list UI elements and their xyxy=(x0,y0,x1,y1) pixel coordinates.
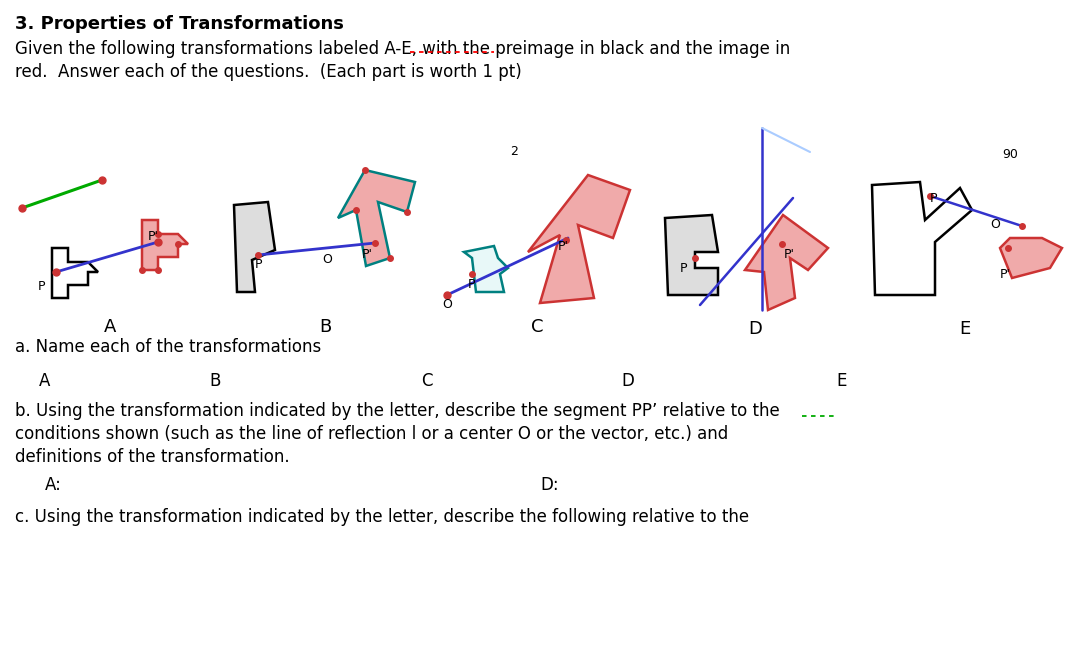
Text: P: P xyxy=(255,258,263,271)
Text: conditions shown (such as the line of reflection l or a center O or the vector, : conditions shown (such as the line of re… xyxy=(15,425,729,443)
Text: P': P' xyxy=(558,240,569,253)
Text: P': P' xyxy=(784,248,795,261)
Text: A:: A: xyxy=(45,476,62,494)
Polygon shape xyxy=(52,248,98,298)
Text: c. Using the transformation indicated by the letter, describe the following rela: c. Using the transformation indicated by… xyxy=(15,508,749,526)
Text: P': P' xyxy=(362,248,372,261)
Text: E: E xyxy=(837,372,847,390)
Text: P: P xyxy=(38,280,46,293)
Text: A: A xyxy=(39,372,51,390)
Text: 90: 90 xyxy=(1002,148,1018,161)
Text: Given the following transformations labeled A-E, with the preimage in black and : Given the following transformations labe… xyxy=(15,40,791,58)
Polygon shape xyxy=(338,170,415,266)
Text: B: B xyxy=(210,372,220,390)
Polygon shape xyxy=(464,246,508,292)
Text: P: P xyxy=(680,262,687,275)
Text: C: C xyxy=(531,318,543,336)
Polygon shape xyxy=(233,202,275,292)
Text: 3. Properties of Transformations: 3. Properties of Transformations xyxy=(15,15,344,33)
Text: P': P' xyxy=(1000,268,1011,281)
Polygon shape xyxy=(528,175,630,303)
Text: P': P' xyxy=(148,230,159,243)
Text: O: O xyxy=(990,218,1000,231)
Text: red.  Answer each of the questions.  (Each part is worth 1 pt): red. Answer each of the questions. (Each… xyxy=(15,63,521,81)
Polygon shape xyxy=(1000,238,1062,278)
Polygon shape xyxy=(142,220,188,270)
Text: E: E xyxy=(959,320,971,338)
Text: D: D xyxy=(621,372,634,390)
Polygon shape xyxy=(872,182,972,295)
Polygon shape xyxy=(745,215,828,310)
Text: P: P xyxy=(468,278,476,291)
Text: C: C xyxy=(421,372,432,390)
Text: B: B xyxy=(319,318,331,336)
Text: O: O xyxy=(323,253,332,266)
Text: 2: 2 xyxy=(510,145,518,158)
Text: definitions of the transformation.: definitions of the transformation. xyxy=(15,448,290,466)
Text: A: A xyxy=(104,318,116,336)
Text: P: P xyxy=(930,192,937,205)
Text: a. Name each of the transformations: a. Name each of the transformations xyxy=(15,338,321,356)
Text: D: D xyxy=(748,320,762,338)
Polygon shape xyxy=(665,215,718,295)
Text: O: O xyxy=(442,298,452,311)
Text: b. Using the transformation indicated by the letter, describe the segment PP’ re: b. Using the transformation indicated by… xyxy=(15,402,780,420)
Text: D:: D: xyxy=(540,476,558,494)
